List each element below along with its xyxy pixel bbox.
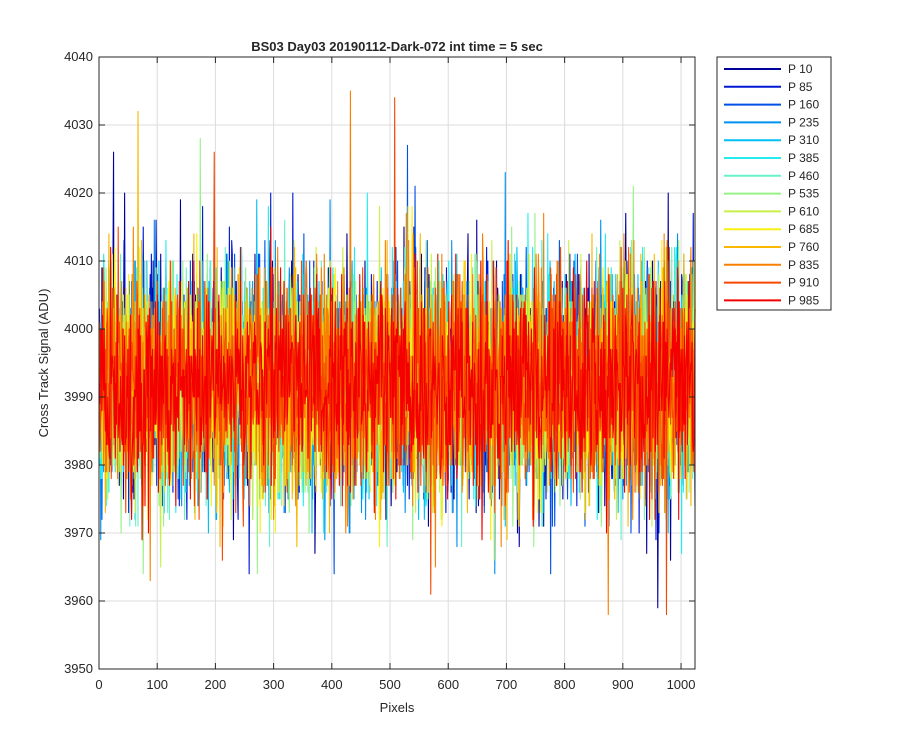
x-tick-label-10: 1000 bbox=[667, 677, 696, 692]
y-tick-label-6: 4010 bbox=[64, 253, 93, 268]
y-tick-label-2: 3970 bbox=[64, 525, 93, 540]
x-tick-label-6: 600 bbox=[437, 677, 459, 692]
x-tick-label-8: 800 bbox=[554, 677, 576, 692]
y-tick-label-5: 4000 bbox=[64, 321, 93, 336]
legend-label-p-760: P 760 bbox=[788, 240, 819, 254]
x-tick-labels: 0 100 200 300 400 500 600 700 800 900 1000 bbox=[95, 677, 695, 692]
legend: P 10 P 85 P 160 P 235 P 310 P 385 P 460 P 535 P … bbox=[716, 56, 832, 311]
x-tick-label-2: 200 bbox=[205, 677, 227, 692]
legend-label-p-385: P 385 bbox=[788, 151, 819, 165]
legend-label-p-160: P 160 bbox=[788, 98, 819, 112]
x-tick-label-5: 500 bbox=[379, 677, 401, 692]
legend-label-p-310: P 310 bbox=[788, 133, 819, 147]
legend-label-p-910: P 910 bbox=[788, 276, 819, 290]
legend-label-p-610: P 610 bbox=[788, 204, 819, 218]
legend-label-p-835: P 835 bbox=[788, 258, 819, 272]
x-axis-label: Pixels bbox=[380, 700, 415, 715]
x-tick-label-7: 700 bbox=[496, 677, 518, 692]
y-tick-label-7: 4020 bbox=[64, 185, 93, 200]
y-tick-labels: 3950 3960 3970 3980 3990 4000 4010 4020 4030 4040 bbox=[64, 49, 93, 676]
y-axis-label: Cross Track Signal (ADU) bbox=[36, 289, 51, 438]
plot-frame bbox=[98, 56, 696, 670]
chart-title: BS03 Day03 20190112-Dark-072 int time = … bbox=[251, 39, 543, 54]
legend-label-p-85: P 85 bbox=[788, 80, 813, 94]
series-line-p-985 bbox=[99, 226, 696, 541]
y-tick-label-3: 3980 bbox=[64, 457, 93, 472]
y-tick-label-1: 3960 bbox=[64, 593, 93, 608]
x-tick-label-9: 900 bbox=[612, 677, 634, 692]
x-tick-label-0: 0 bbox=[95, 677, 102, 692]
x-tick-label-1: 100 bbox=[146, 677, 168, 692]
series-layer bbox=[99, 90, 696, 616]
legend-label-p-10: P 10 bbox=[788, 62, 813, 76]
x-tick-label-4: 400 bbox=[321, 677, 343, 692]
legend-label-p-535: P 535 bbox=[788, 187, 819, 201]
y-tick-label-9: 4040 bbox=[64, 49, 93, 64]
legend-label-p-685: P 685 bbox=[788, 222, 819, 236]
legend-label-p-235: P 235 bbox=[788, 115, 819, 129]
y-tick-label-0: 3950 bbox=[64, 661, 93, 676]
y-tick-label-8: 4030 bbox=[64, 117, 93, 132]
axis-ticks bbox=[98, 56, 695, 670]
legend-label-p-985: P 985 bbox=[788, 293, 819, 307]
legend-box bbox=[716, 56, 832, 311]
legend-label-p-460: P 460 bbox=[788, 169, 819, 183]
y-tick-label-4: 3990 bbox=[64, 389, 93, 404]
x-tick-label-3: 300 bbox=[263, 677, 285, 692]
plot-area bbox=[98, 56, 696, 670]
